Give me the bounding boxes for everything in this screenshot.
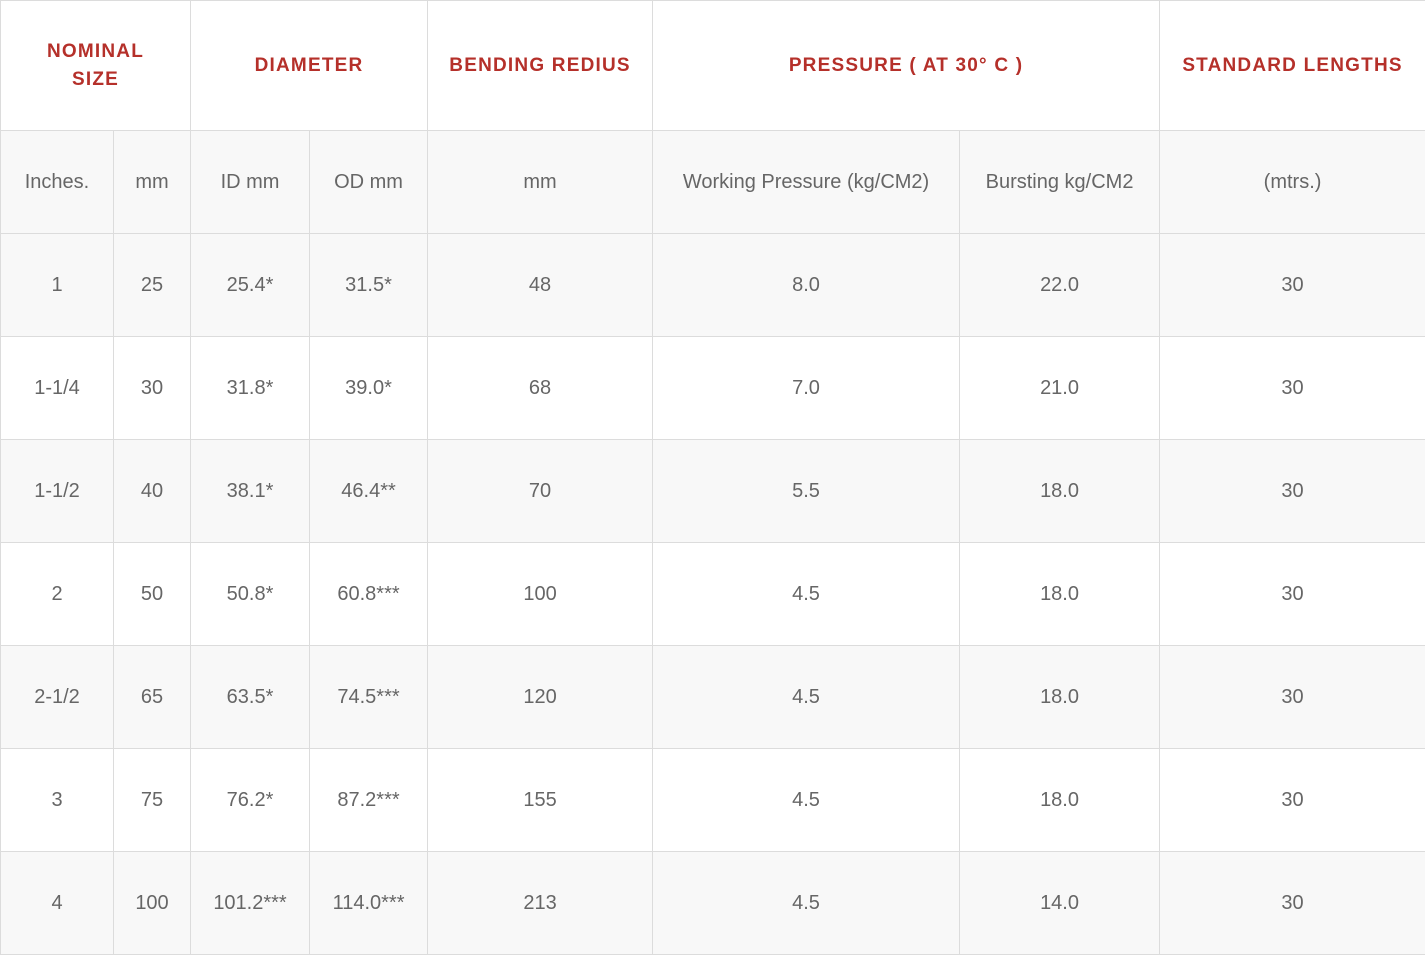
cell-inches: 3 [0, 748, 114, 852]
cell-od: 39.0* [309, 336, 429, 440]
header-diameter: DIAMETER [190, 0, 429, 131]
cell-inches: 1-1/2 [0, 439, 114, 543]
cell-length: 30 [1159, 439, 1425, 543]
cell-id: 76.2* [190, 748, 311, 852]
cell-inches: 1-1/4 [0, 336, 114, 440]
table-row: 3 75 76.2* 87.2*** 155 4.5 18.0 30 [0, 748, 1425, 852]
header-bending-radius: BENDING REDIUS [427, 0, 654, 131]
table-row: 2 50 50.8* 60.8*** 100 4.5 18.0 30 [0, 542, 1425, 646]
cell-id: 50.8* [190, 542, 311, 646]
table-row: 1 25 25.4* 31.5* 48 8.0 22.0 30 [0, 233, 1425, 337]
cell-id: 25.4* [190, 233, 311, 337]
cell-length: 30 [1159, 645, 1425, 749]
header-nominal-size: NOMINAL SIZE [0, 0, 192, 131]
cell-mm: 100 [112, 851, 192, 955]
cell-od: 60.8*** [309, 542, 429, 646]
subheader-od-mm: OD mm [309, 130, 429, 234]
cell-bursting: 18.0 [959, 542, 1161, 646]
cell-bursting: 18.0 [959, 645, 1161, 749]
table-row: 1-1/4 30 31.8* 39.0* 68 7.0 21.0 30 [0, 336, 1425, 440]
subheader-inches: Inches. [0, 130, 114, 234]
cell-inches: 2 [0, 542, 114, 646]
cell-od: 87.2*** [309, 748, 429, 852]
cell-bend: 213 [427, 851, 654, 955]
cell-working: 5.5 [652, 439, 961, 543]
cell-working: 4.5 [652, 748, 961, 852]
table-row: 1-1/2 40 38.1* 46.4** 70 5.5 18.0 30 [0, 439, 1425, 543]
cell-bursting: 22.0 [959, 233, 1161, 337]
cell-working: 4.5 [652, 542, 961, 646]
cell-inches: 4 [0, 851, 114, 955]
cell-bend: 48 [427, 233, 654, 337]
cell-working: 4.5 [652, 645, 961, 749]
cell-od: 31.5* [309, 233, 429, 337]
header-pressure: PRESSURE ( AT 30° C ) [652, 0, 1161, 131]
subheader-bursting: Bursting kg/CM2 [959, 130, 1161, 234]
cell-working: 8.0 [652, 233, 961, 337]
table-row: 2-1/2 65 63.5* 74.5*** 120 4.5 18.0 30 [0, 645, 1425, 749]
cell-length: 30 [1159, 748, 1425, 852]
cell-bend: 68 [427, 336, 654, 440]
subheader-working-pressure: Working Pressure (kg/CM2) [652, 130, 961, 234]
cell-mm: 40 [112, 439, 192, 543]
cell-length: 30 [1159, 542, 1425, 646]
cell-bursting: 18.0 [959, 439, 1161, 543]
cell-od: 114.0*** [309, 851, 429, 955]
cell-bend: 70 [427, 439, 654, 543]
cell-inches: 1 [0, 233, 114, 337]
cell-mm: 50 [112, 542, 192, 646]
cell-mm: 30 [112, 336, 192, 440]
header-standard-lengths: STANDARD LENGTHS [1159, 0, 1425, 131]
cell-id: 38.1* [190, 439, 311, 543]
table-body: 1 25 25.4* 31.5* 48 8.0 22.0 30 1-1/4 30… [0, 233, 1425, 955]
cell-bend: 155 [427, 748, 654, 852]
cell-length: 30 [1159, 336, 1425, 440]
cell-length: 30 [1159, 233, 1425, 337]
subheader-length-unit: (mtrs.) [1159, 130, 1425, 234]
subheader-mm: mm [112, 130, 192, 234]
cell-id: 63.5* [190, 645, 311, 749]
cell-mm: 65 [112, 645, 192, 749]
cell-working: 7.0 [652, 336, 961, 440]
cell-bend: 100 [427, 542, 654, 646]
cell-bursting: 21.0 [959, 336, 1161, 440]
table-row: 4 100 101.2*** 114.0*** 213 4.5 14.0 30 [0, 851, 1425, 955]
cell-bend: 120 [427, 645, 654, 749]
cell-id: 101.2*** [190, 851, 311, 955]
cell-bursting: 14.0 [959, 851, 1161, 955]
cell-bursting: 18.0 [959, 748, 1161, 852]
group-header-row: NOMINAL SIZE DIAMETER BENDING REDIUS PRE… [0, 0, 1425, 131]
sub-header-row: Inches. mm ID mm OD mm mm Working Pressu… [0, 130, 1425, 234]
cell-mm: 25 [112, 233, 192, 337]
cell-od: 74.5*** [309, 645, 429, 749]
cell-working: 4.5 [652, 851, 961, 955]
cell-mm: 75 [112, 748, 192, 852]
subheader-id-mm: ID mm [190, 130, 311, 234]
cell-od: 46.4** [309, 439, 429, 543]
subheader-bend-mm: mm [427, 130, 654, 234]
cell-inches: 2-1/2 [0, 645, 114, 749]
cell-id: 31.8* [190, 336, 311, 440]
cell-length: 30 [1159, 851, 1425, 955]
